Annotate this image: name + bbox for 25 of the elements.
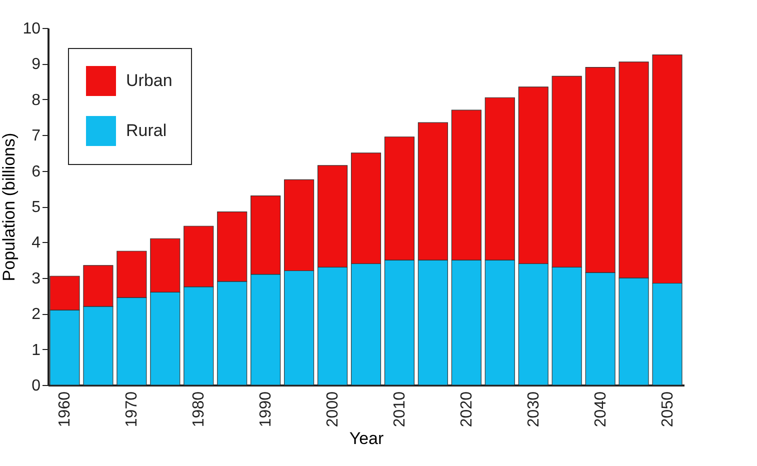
x-tick-label: 2040 xyxy=(592,391,610,428)
x-tick-label: 2030 xyxy=(525,391,542,428)
y-tick-label: 6 xyxy=(32,163,41,180)
legend-label: Rural xyxy=(126,121,167,140)
y-tick-label: 8 xyxy=(32,92,41,109)
y-tick-label: 10 xyxy=(22,20,41,38)
x-tick-label: 1990 xyxy=(258,391,275,428)
x-tick-label: 2010 xyxy=(391,391,408,428)
x-tick-label: 2050 xyxy=(659,391,676,428)
x-tick-label: 2000 xyxy=(324,391,342,428)
x-tick-label: 1960 xyxy=(56,391,74,428)
y-tick-label: 1 xyxy=(32,342,41,359)
y-tick-label: 0 xyxy=(32,378,41,394)
y-tick-label: 4 xyxy=(32,234,41,252)
y-tick-label: 7 xyxy=(32,128,41,145)
legend-label: Urban xyxy=(126,71,172,90)
y-tick-label: 3 xyxy=(32,270,41,288)
y-tick-label: 5 xyxy=(32,199,41,216)
y-tick-label: 9 xyxy=(32,56,41,74)
y-tick-label: 2 xyxy=(32,306,41,324)
x-tick-label: 1980 xyxy=(190,391,208,428)
x-axis-title: Year xyxy=(349,429,384,448)
x-tick-label: 1970 xyxy=(124,391,141,428)
x-tick-label: 2020 xyxy=(458,391,476,428)
y-axis-title: Population (billions) xyxy=(0,132,19,282)
